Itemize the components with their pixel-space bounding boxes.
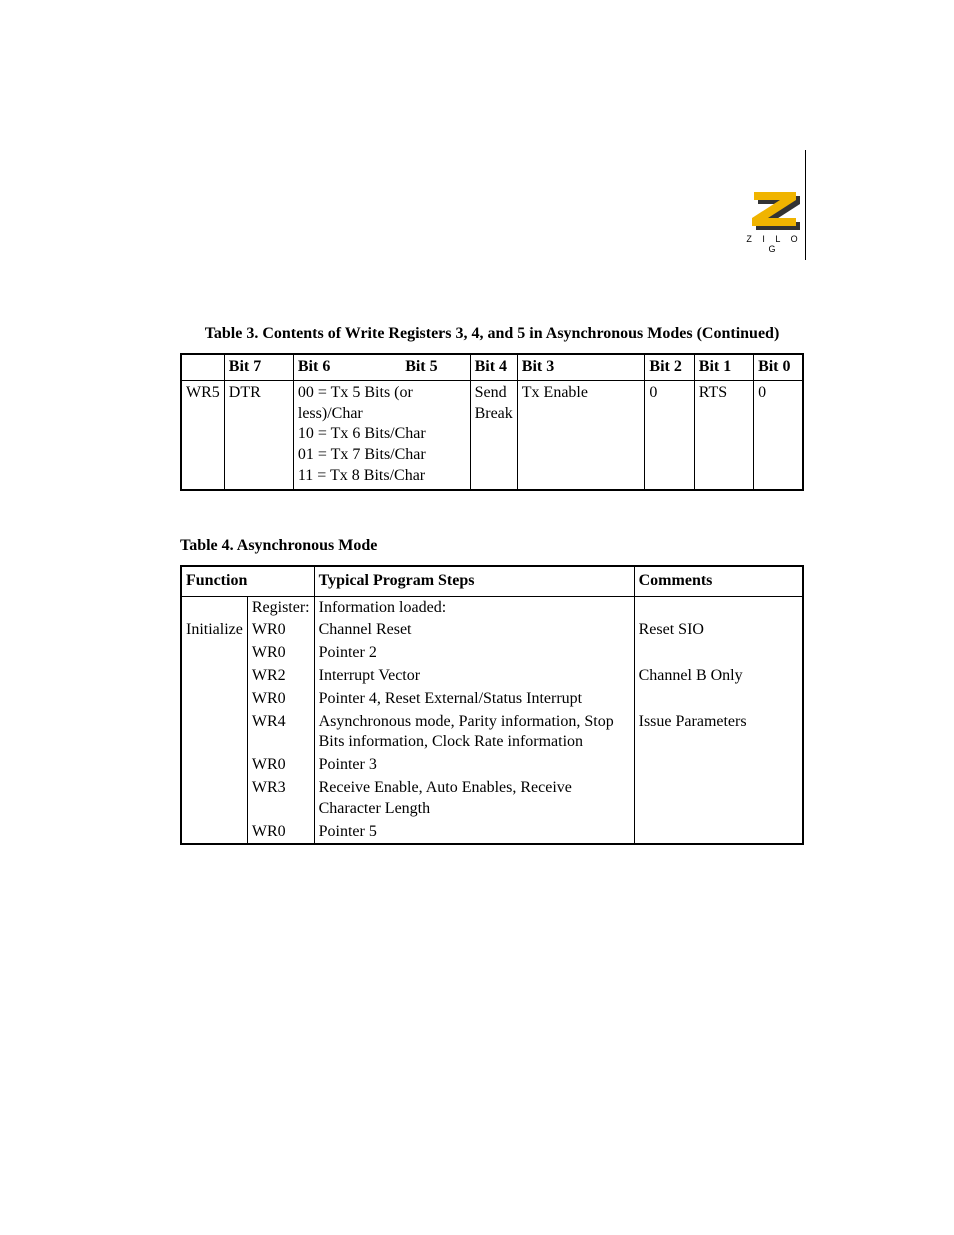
t3-bit65-l1: 00 = Tx 5 Bits (or less)/Char — [298, 383, 466, 425]
t4-func-label: Initialize — [181, 619, 247, 642]
t4-register: WR3 — [247, 777, 314, 821]
t4-register: Register: — [247, 596, 314, 619]
table3-header-row: Bit 7 Bit 6 Bit 5 Bit 4 Bit 3 Bit 2 Bit … — [181, 354, 803, 380]
t3-bit3: Tx Enable — [517, 380, 645, 489]
t4-steps: Receive Enable, Auto Enables, Receive Ch… — [314, 777, 634, 821]
t4-h-steps: Typical Program Steps — [314, 566, 634, 596]
t3-bit1: RTS — [694, 380, 753, 489]
table-row: Register:Information loaded: — [181, 596, 803, 619]
t4-func-label — [181, 711, 247, 755]
table3: Bit 7 Bit 6 Bit 5 Bit 4 Bit 3 Bit 2 Bit … — [180, 353, 804, 491]
t3-h-bit4: Bit 4 — [470, 354, 517, 380]
t4-comments — [634, 777, 803, 821]
t4-comments — [634, 821, 803, 845]
table3-data-row: WR5 DTR 00 = Tx 5 Bits (or less)/Char 10… — [181, 380, 803, 489]
t3-bit65-l3: 01 = Tx 7 Bits/Char — [298, 445, 466, 466]
t3-bit65: 00 = Tx 5 Bits (or less)/Char 10 = Tx 6 … — [293, 380, 470, 489]
table-row: WR0Pointer 5 — [181, 821, 803, 845]
t3-bit65-l2: 10 = Tx 6 Bits/Char — [298, 424, 466, 445]
t3-bit7: DTR — [224, 380, 293, 489]
t4-func-label — [181, 821, 247, 845]
t3-h-bit7: Bit 7 — [224, 354, 293, 380]
page: Z I L O G Table 3. Contents of Write Reg… — [0, 0, 954, 1235]
table4: Function Typical Program Steps Comments … — [180, 565, 804, 846]
t4-comments — [634, 754, 803, 777]
t4-steps: Information loaded: — [314, 596, 634, 619]
t4-steps: Interrupt Vector — [314, 665, 634, 688]
t4-register: WR4 — [247, 711, 314, 755]
t4-func-label — [181, 596, 247, 619]
t3-h-bit6: Bit 6 — [293, 354, 401, 380]
t4-comments: Reset SIO — [634, 619, 803, 642]
table-row: WR0Pointer 3 — [181, 754, 803, 777]
t3-h-bit2: Bit 2 — [645, 354, 694, 380]
t4-comments: Issue Parameters — [634, 711, 803, 755]
t4-comments — [634, 642, 803, 665]
t4-register: WR2 — [247, 665, 314, 688]
t3-h-blank — [181, 354, 224, 380]
t3-bit65-l4: 11 = Tx 8 Bits/Char — [298, 466, 466, 487]
logo-text: Z I L O G — [739, 234, 809, 254]
t3-h-bit3: Bit 3 — [517, 354, 645, 380]
t3-h-bit5: Bit 5 — [401, 354, 470, 380]
zilog-logo: Z I L O G — [739, 190, 809, 254]
t4-comments — [634, 688, 803, 711]
t4-register: WR0 — [247, 642, 314, 665]
t4-register: WR0 — [247, 619, 314, 642]
t4-steps: Pointer 4, Reset External/Status Interru… — [314, 688, 634, 711]
t4-h-function: Function — [181, 566, 314, 596]
t4-func-label — [181, 688, 247, 711]
t4-register: WR0 — [247, 754, 314, 777]
table4-header-row: Function Typical Program Steps Comments — [181, 566, 803, 596]
t3-label: WR5 — [181, 380, 224, 489]
table-row: InitializeWR0Channel ResetReset SIO — [181, 619, 803, 642]
t4-comments: Channel B Only — [634, 665, 803, 688]
t4-register: WR0 — [247, 821, 314, 845]
t4-func-label — [181, 665, 247, 688]
t4-steps: Pointer 5 — [314, 821, 634, 845]
t3-h-bit0: Bit 0 — [754, 354, 803, 380]
t4-steps: Pointer 2 — [314, 642, 634, 665]
t4-func-label — [181, 777, 247, 821]
t3-bit0: 0 — [754, 380, 803, 489]
t4-h-comments: Comments — [634, 566, 803, 596]
table-row: WR2Interrupt VectorChannel B Only — [181, 665, 803, 688]
t4-steps: Pointer 3 — [314, 754, 634, 777]
table-row: WR0Pointer 4, Reset External/Status Inte… — [181, 688, 803, 711]
t4-steps: Asynchronous mode, Parity information, S… — [314, 711, 634, 755]
t4-steps: Channel Reset — [314, 619, 634, 642]
t3-bit4: Send Break — [470, 380, 517, 489]
t4-func-label — [181, 754, 247, 777]
table-row: WR3Receive Enable, Auto Enables, Receive… — [181, 777, 803, 821]
table-row: WR4Asynchronous mode, Parity information… — [181, 711, 803, 755]
z-icon — [744, 190, 804, 232]
table-row: WR0Pointer 2 — [181, 642, 803, 665]
t3-h-bit1: Bit 1 — [694, 354, 753, 380]
table3-caption: Table 3. Contents of Write Registers 3, … — [180, 325, 804, 343]
t3-bit2: 0 — [645, 380, 694, 489]
t4-func-label — [181, 642, 247, 665]
t4-comments — [634, 596, 803, 619]
t4-register: WR0 — [247, 688, 314, 711]
table4-caption: Table 4. Asynchronous Mode — [180, 537, 804, 555]
